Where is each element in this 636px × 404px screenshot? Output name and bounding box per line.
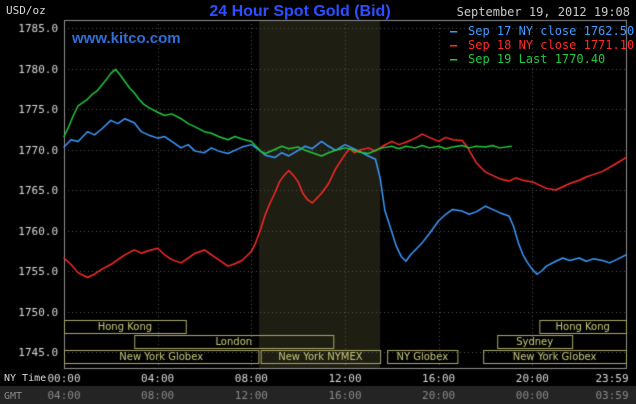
legend-line-swatch-sep18: — bbox=[450, 38, 458, 52]
unit-label: USD/oz bbox=[6, 4, 46, 17]
legend: — Sep 17 NY close 1762.50 — Sep 18 NY cl… bbox=[450, 24, 634, 66]
legend-label-sep19: Sep 19 Last 1770.40 bbox=[468, 52, 606, 66]
gmt-label: GMT bbox=[4, 391, 23, 402]
legend-label-sep17: Sep 17 NY close 1762.50 bbox=[468, 24, 635, 38]
legend-line-swatch-sep19: — bbox=[450, 52, 458, 66]
chart-title: 24 Hour Spot Gold (Bid) bbox=[209, 3, 391, 20]
datetime-label: September 19, 2012 19:08 bbox=[456, 5, 630, 19]
legend-item: — Sep 17 NY close 1762.50 bbox=[450, 24, 634, 38]
legend-item: — Sep 19 Last 1770.40 bbox=[450, 52, 634, 66]
legend-item: — Sep 18 NY close 1771.10 bbox=[450, 38, 634, 52]
legend-line-swatch-sep17: — bbox=[450, 24, 458, 38]
ny-time-label: NY Time bbox=[4, 373, 47, 384]
legend-label-sep18: Sep 18 NY close 1771.10 bbox=[468, 38, 635, 52]
kitco-watermark[interactable]: www.kitco.com bbox=[72, 30, 181, 47]
